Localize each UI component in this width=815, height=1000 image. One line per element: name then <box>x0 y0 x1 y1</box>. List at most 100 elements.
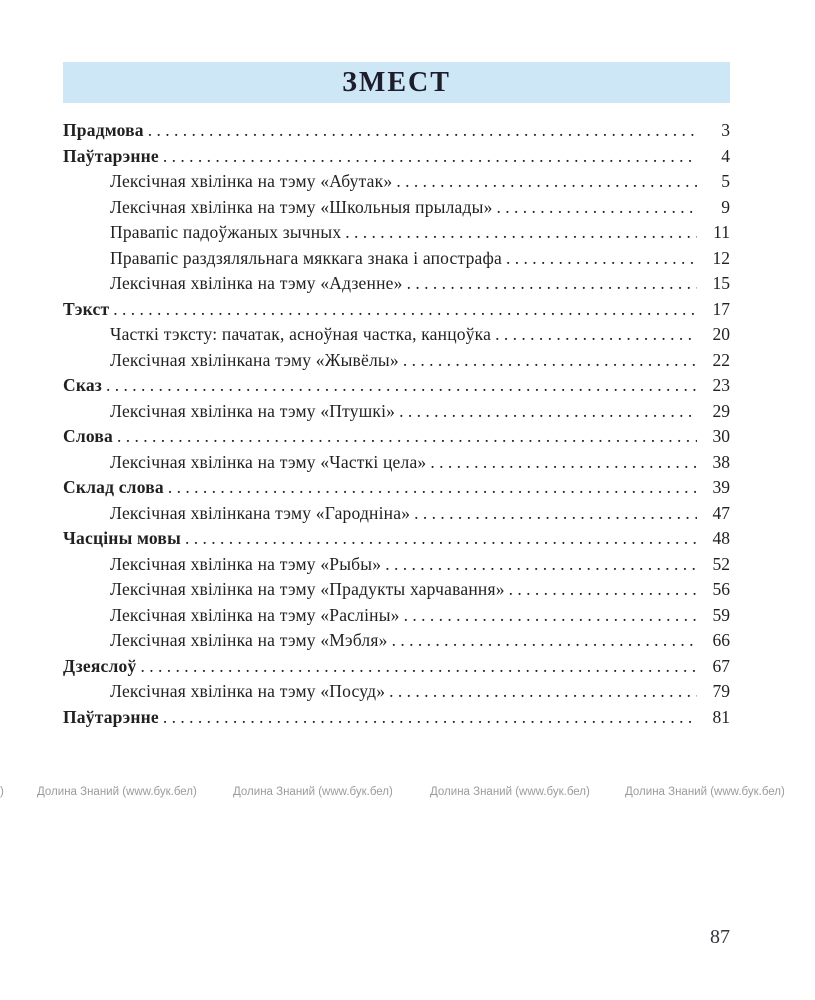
toc-entry-page: 17 <box>712 298 731 319</box>
toc-entry-page: 12 <box>712 247 731 268</box>
toc-dot-leader <box>385 552 697 578</box>
toc-dot-leader <box>414 501 697 527</box>
toc-dot-leader <box>396 169 697 195</box>
toc-entry-label: Тэкст <box>63 298 110 319</box>
toc-entry-page: 52 <box>712 553 731 574</box>
watermark-partial: ) <box>0 786 4 798</box>
toc-entry-label: Лексічная хвілінкана тэму «Гародніна» <box>110 502 411 523</box>
toc-entry-label: Лексічная хвілінка на тэму «Часткі цела» <box>110 451 427 472</box>
toc-entry: Лексічная хвілінка на тэму «Абутак» 5 <box>63 169 730 195</box>
toc-entry: Прадмова 3 <box>63 118 730 144</box>
toc-dot-leader <box>392 628 697 654</box>
toc-entry-page: 66 <box>712 630 731 650</box>
contents-banner: ЗМЕСТ <box>63 62 730 103</box>
toc-entry: Лексічная хвілінкана тэму «Гародніна» 47 <box>63 501 730 527</box>
toc-dot-leader <box>168 475 697 501</box>
toc-entry-label: Лексічная хвілінка на тэму «Прадукты хар… <box>110 579 505 599</box>
toc-dot-leader <box>106 373 697 399</box>
toc-dot-leader <box>495 322 697 348</box>
toc-entry-label: Лексічная хвілінка на тэму «Мэбля» <box>110 630 388 650</box>
toc-entry: Лексічная хвілінка на тэму «Школьныя пры… <box>63 195 730 221</box>
toc-entry: Лексічная хвілінка на тэму «Посуд» 79 <box>63 679 730 705</box>
toc-entry-label: Лексічная хвілінка на тэму «Адзенне» <box>110 273 403 293</box>
watermark-row: ) Долина Знаний (www.бук.бел) Долина Зна… <box>0 786 815 802</box>
toc-entry: Лексічная хвілінка на тэму «Птушкі» 29 <box>63 399 730 425</box>
toc-entry: Правапіс раздзяляльнага мяккага знака і … <box>63 246 730 272</box>
page-title: ЗМЕСТ <box>342 66 451 98</box>
toc-dot-leader <box>407 271 697 297</box>
toc-entry-page: 23 <box>712 375 731 395</box>
watermark: Долина Знаний (www.бук.бел) <box>233 786 393 798</box>
toc-entry-page: 47 <box>712 502 731 523</box>
toc-entry: Лексічная хвілінка на тэму «Рыбы» 52 <box>63 552 730 578</box>
toc-entry-label: Сказ <box>63 375 103 395</box>
toc-entry-page: 11 <box>713 222 730 242</box>
toc-entry-page: 5 <box>721 171 730 191</box>
toc-dot-leader <box>509 577 697 603</box>
toc-entry-page: 9 <box>721 196 730 217</box>
watermark: Долина Знаний (www.бук.бел) <box>430 786 590 798</box>
toc-entry-label: Лексічная хвілінка на тэму «Посуд» <box>110 681 386 701</box>
toc-entry-page: 3 <box>721 120 730 140</box>
watermark: Долина Знаний (www.бук.бел) <box>37 786 197 798</box>
toc-entry-label: Лексічная хвілінка на тэму «Рыбы» <box>110 553 382 574</box>
toc-entry-page: 59 <box>712 604 731 625</box>
toc-entry-label: Лексічная хвілінка на тэму «Школьныя пры… <box>110 196 493 217</box>
toc-entry-page: 48 <box>712 528 731 548</box>
table-of-contents: Прадмова 3 Паўтарэнне 4 Лексічная хвілін… <box>63 118 730 730</box>
toc-entry-page: 15 <box>712 273 731 293</box>
toc-dot-leader <box>113 297 697 323</box>
toc-dot-leader <box>403 348 697 374</box>
toc-dot-leader <box>148 118 697 144</box>
toc-entry-page: 4 <box>721 145 730 166</box>
toc-dot-leader <box>497 195 697 221</box>
toc-dot-leader <box>345 220 697 246</box>
toc-dot-leader <box>185 526 697 552</box>
toc-entry: Лексічная хвілінка на тэму «Прадукты хар… <box>63 577 730 603</box>
toc-entry-label: Склад слова <box>63 477 164 497</box>
toc-entry-label: Часціны мовы <box>63 528 181 548</box>
toc-entry: Правапіс падоўжаных зычных 11 <box>63 220 730 246</box>
toc-entry: Тэкст 17 <box>63 297 730 323</box>
toc-entry: Дзеяслоў 67 <box>63 654 730 680</box>
toc-entry-label: Дзеяслоў <box>63 655 137 676</box>
toc-entry: Часціны мовы 48 <box>63 526 730 552</box>
toc-entry-label: Паўтарэнне <box>63 706 159 727</box>
toc-entry-label: Лексічная хвілінка на тэму «Расліны» <box>110 604 400 625</box>
toc-entry-label: Лексічная хвілінка на тэму «Птушкі» <box>110 400 396 421</box>
toc-entry: Паўтарэнне 4 <box>63 144 730 170</box>
toc-entry-label: Паўтарэнне <box>63 145 159 166</box>
toc-entry: Паўтарэнне 81 <box>63 705 730 731</box>
toc-entry-page: 79 <box>712 681 731 701</box>
toc-dot-leader <box>163 705 697 731</box>
toc-entry-label: Прадмова <box>63 120 144 140</box>
toc-entry: Лексічная хвілінкана тэму «Жывёлы» 22 <box>63 348 730 374</box>
watermark: Долина Знаний (www.бук.бел) <box>625 786 785 798</box>
toc-entry-page: 30 <box>712 426 731 446</box>
toc-entry: Лексічная хвілінка на тэму «Расліны» 59 <box>63 603 730 629</box>
toc-entry-page: 67 <box>712 655 731 676</box>
toc-dot-leader <box>430 450 697 476</box>
toc-entry-page: 38 <box>712 451 731 472</box>
toc-entry: Лексічная хвілінка на тэму «Часткі цела»… <box>63 450 730 476</box>
toc-entry-page: 56 <box>712 579 731 599</box>
toc-dot-leader <box>404 603 697 629</box>
toc-entry: Склад слова 39 <box>63 475 730 501</box>
toc-entry-label: Слова <box>63 426 113 446</box>
toc-entry-label: Правапіс падоўжаных зычных <box>110 222 342 242</box>
toc-entry: Лексічная хвілінка на тэму «Адзенне» 15 <box>63 271 730 297</box>
page-number: 87 <box>710 926 730 948</box>
toc-entry-page: 81 <box>712 706 731 727</box>
toc-entry-page: 29 <box>712 400 731 421</box>
toc-entry-page: 22 <box>712 349 731 370</box>
toc-entry: Слова 30 <box>63 424 730 450</box>
toc-dot-leader <box>163 144 697 170</box>
toc-entry-label: Лексічная хвілінкана тэму «Жывёлы» <box>110 349 399 370</box>
toc-dot-leader <box>140 654 697 680</box>
toc-entry-label: Часткі тэксту: пачатак, асноўная частка,… <box>110 324 492 344</box>
toc-entry: Сказ 23 <box>63 373 730 399</box>
toc-dot-leader <box>389 679 697 705</box>
toc-entry-page: 20 <box>712 324 731 344</box>
toc-entry-label: Лексічная хвілінка на тэму «Абутак» <box>110 171 393 191</box>
